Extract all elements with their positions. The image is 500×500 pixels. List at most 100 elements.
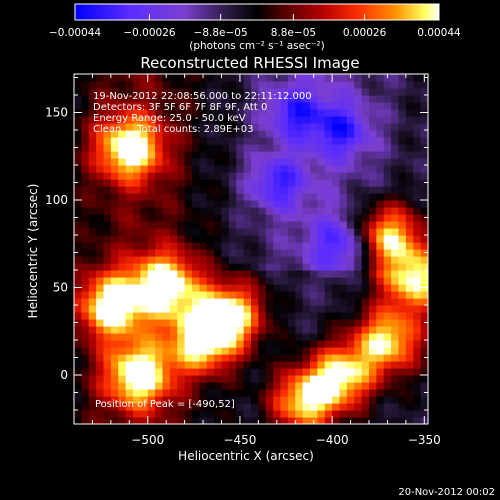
heatmap-pixel — [405, 417, 414, 424]
heatmap-pixel — [133, 333, 141, 341]
heatmap-pixel — [228, 95, 237, 103]
heatmap-pixel — [199, 165, 208, 173]
heatmap-pixel — [354, 207, 363, 215]
heatmap-pixel — [376, 207, 385, 215]
heatmap-pixel — [110, 263, 119, 271]
heatmap-pixel — [391, 179, 400, 187]
heatmap-pixel — [354, 74, 363, 82]
heatmap-pixel — [273, 382, 282, 390]
heatmap-pixel — [287, 123, 296, 131]
heatmap-pixel — [162, 277, 171, 285]
heatmap-pixel — [169, 123, 178, 131]
heatmap-pixel — [346, 361, 355, 369]
heatmap-pixel — [236, 410, 245, 418]
heatmap-pixel — [147, 263, 156, 271]
heatmap-pixel — [206, 403, 215, 411]
heatmap-pixel — [162, 221, 171, 229]
heatmap-pixel — [310, 242, 318, 250]
heatmap-pixel — [192, 95, 200, 103]
heatmap-pixel — [177, 277, 186, 285]
heatmap-pixel — [155, 319, 164, 327]
heatmap-pixel — [177, 165, 186, 173]
heatmap-pixel — [81, 144, 90, 152]
heatmap-pixel — [346, 277, 355, 285]
heatmap-pixel — [155, 81, 164, 89]
heatmap-pixel — [317, 109, 326, 117]
heatmap-pixel — [140, 158, 149, 166]
heatmap-pixel — [74, 347, 82, 355]
heatmap-pixel — [236, 193, 245, 201]
heatmap-pixel — [361, 165, 370, 173]
heatmap-pixel — [147, 179, 156, 187]
heatmap-pixel — [88, 319, 97, 327]
heatmap-pixel — [162, 354, 171, 362]
heatmap-pixel — [184, 235, 193, 243]
heatmap-pixel — [96, 340, 105, 348]
heatmap-pixel — [302, 193, 311, 201]
heatmap-pixel — [96, 270, 105, 278]
heatmap-pixel — [354, 123, 363, 131]
heatmap-pixel — [125, 284, 134, 292]
heatmap-pixel — [133, 74, 141, 82]
heatmap-pixel — [273, 207, 282, 215]
heatmap-pixel — [125, 235, 134, 243]
heatmap-pixel — [118, 81, 127, 89]
heatmap-pixel — [310, 186, 318, 194]
heatmap-pixel — [162, 340, 171, 348]
heatmap-pixel — [369, 270, 377, 278]
heatmap-pixel — [258, 123, 267, 131]
heatmap-pixel — [310, 277, 318, 285]
colorbar-tick-label: 0.00026 — [343, 27, 387, 39]
heatmap-pixel — [295, 382, 304, 390]
heatmap-pixel — [265, 214, 274, 222]
heatmap-pixel — [221, 200, 230, 208]
heatmap-pixel — [236, 151, 245, 159]
plot-frame — [73, 73, 429, 425]
heatmap-pixel — [383, 389, 392, 397]
heatmap-pixel — [81, 109, 90, 117]
heatmap-pixel — [405, 284, 414, 292]
heatmap-pixel — [199, 151, 208, 159]
heatmap-pixel — [125, 116, 134, 124]
heatmap-pixel — [302, 361, 311, 369]
heatmap-pixel — [420, 291, 428, 299]
heatmap-pixel — [346, 242, 355, 250]
heatmap-pixel — [280, 263, 289, 271]
heatmap-pixel — [110, 123, 119, 131]
heatmap-pixel — [192, 326, 200, 334]
heatmap-pixel — [376, 109, 385, 117]
heatmap-pixel — [273, 368, 282, 376]
heatmap-pixel — [169, 102, 178, 110]
heatmap-pixel — [383, 340, 392, 348]
heatmap-pixel — [155, 298, 164, 306]
heatmap-pixel — [199, 95, 208, 103]
heatmap-pixel — [302, 179, 311, 187]
heatmap-pixel — [273, 347, 282, 355]
heatmap-pixel — [346, 368, 355, 376]
heatmap-pixel — [369, 340, 377, 348]
heatmap-pixel — [199, 347, 208, 355]
heatmap-pixel — [199, 333, 208, 341]
heatmap-pixel — [361, 214, 370, 222]
heatmap-pixel — [332, 186, 341, 194]
heatmap-pixel — [317, 235, 326, 243]
heatmap-pixel — [258, 319, 267, 327]
heatmap-pixel — [169, 165, 178, 173]
heatmap-pixel — [258, 186, 267, 194]
heatmap-pixel — [383, 319, 392, 327]
heatmap-pixel — [302, 347, 311, 355]
heatmap-pixel — [280, 396, 289, 404]
heatmap-pixel — [310, 144, 318, 152]
heatmap-pixel — [354, 396, 363, 404]
heatmap-pixel — [405, 116, 414, 124]
heatmap-pixel — [302, 151, 311, 159]
heatmap-pixel — [81, 277, 90, 285]
heatmap-pixel — [199, 123, 208, 131]
heatmap-pixel — [155, 74, 164, 82]
heatmap-pixel — [236, 102, 245, 110]
heatmap-pixel — [125, 228, 134, 236]
heatmap-pixel — [265, 165, 274, 173]
heatmap-pixel — [383, 179, 392, 187]
heatmap-pixel — [339, 95, 348, 103]
